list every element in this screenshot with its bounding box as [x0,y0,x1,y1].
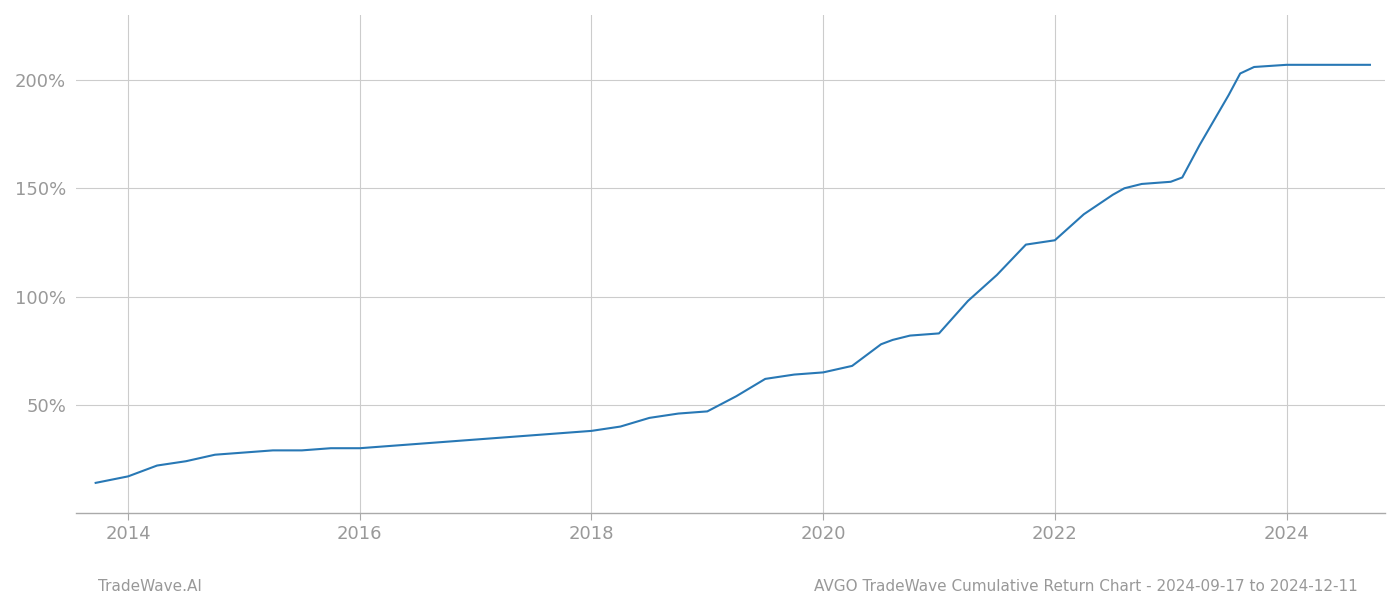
Text: AVGO TradeWave Cumulative Return Chart - 2024-09-17 to 2024-12-11: AVGO TradeWave Cumulative Return Chart -… [815,579,1358,594]
Text: TradeWave.AI: TradeWave.AI [98,579,202,594]
